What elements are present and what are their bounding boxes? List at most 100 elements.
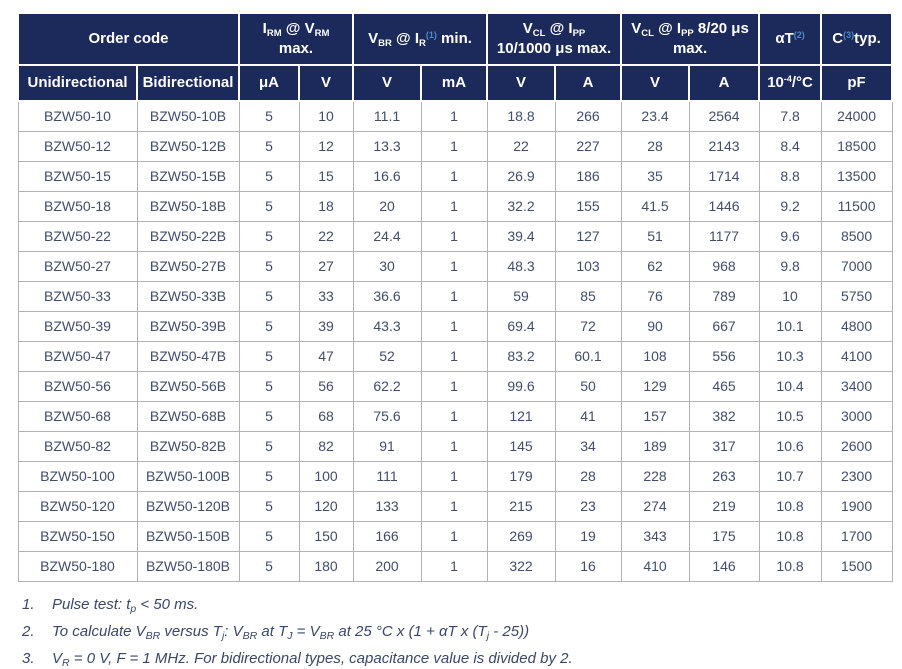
table-cell: 1 bbox=[420, 340, 488, 372]
table-cell: 1 bbox=[420, 550, 488, 582]
table-cell: 32.2 bbox=[486, 190, 556, 222]
table-row: BZW50-150 BZW50-150B 5 150 166 1 269 19 343 175 10… bbox=[17, 520, 893, 552]
bidirectional-part-number: BZW50-27B bbox=[136, 250, 240, 282]
footnote-text: Pulse test: tp < 50 ms. bbox=[52, 595, 199, 615]
table-cell: 215 bbox=[486, 490, 556, 522]
table-header: Order code IRM @ VRM max. VBR @ IR(1) min. V… bbox=[17, 12, 894, 102]
table-row: BZW50-15 BZW50-15B 5 15 16.6 1 26.9 186 35 1714 8.… bbox=[17, 160, 893, 192]
header-unit-v-br: V bbox=[352, 64, 423, 102]
bidirectional-part-number: BZW50-10B bbox=[136, 100, 240, 132]
table-cell: 5 bbox=[238, 190, 300, 222]
table-cell: 146 bbox=[688, 550, 760, 582]
table-row: BZW50-56 BZW50-56B 5 56 62.2 1 99.6 50 129 465 10.… bbox=[17, 370, 893, 402]
table-cell: 269 bbox=[486, 520, 556, 552]
table-row: BZW50-47 BZW50-47B 5 47 52 1 83.2 60.1 108 556 10.… bbox=[17, 340, 893, 372]
unidirectional-part-number: BZW50-15 bbox=[17, 160, 138, 192]
unidirectional-part-number: BZW50-18 bbox=[17, 190, 138, 222]
table-cell: 52 bbox=[352, 340, 422, 372]
header-unit-e-4-per-c: 10-4/°C bbox=[758, 64, 823, 102]
table-cell: 83.2 bbox=[486, 340, 556, 372]
table-cell: 2300 bbox=[820, 460, 893, 492]
table-cell: 34 bbox=[554, 430, 622, 462]
table-cell: 23 bbox=[554, 490, 622, 522]
table-cell: 13500 bbox=[820, 160, 893, 192]
table-cell: 4100 bbox=[820, 340, 893, 372]
bidirectional-part-number: BZW50-12B bbox=[136, 130, 240, 162]
header-c-typ: C(3)typ. bbox=[820, 12, 894, 66]
unidirectional-part-number: BZW50-68 bbox=[17, 400, 138, 432]
table-cell: 23.4 bbox=[620, 100, 690, 132]
table-cell: 5 bbox=[238, 370, 300, 402]
footnote-text: VR = 0 V, F = 1 MHz. For bidirectional t… bbox=[52, 649, 573, 669]
table-cell: 99.6 bbox=[486, 370, 556, 402]
header-unit-v-cl-2: V bbox=[620, 64, 691, 102]
bidirectional-part-number: BZW50-22B bbox=[136, 220, 240, 252]
table-cell: 219 bbox=[688, 490, 760, 522]
header-irm-at-vrm-max: IRM @ VRM max. bbox=[237, 12, 355, 66]
table-cell: 13.3 bbox=[352, 130, 422, 162]
bidirectional-part-number: BZW50-33B bbox=[136, 280, 240, 312]
table-cell: 27 bbox=[298, 250, 354, 282]
table-cell: 50 bbox=[554, 370, 622, 402]
table-cell: 1 bbox=[420, 220, 488, 252]
table-cell: 69.4 bbox=[486, 310, 556, 342]
table-cell: 60.1 bbox=[554, 340, 622, 372]
table-cell: 968 bbox=[688, 250, 760, 282]
table-row: BZW50-82 BZW50-82B 5 82 91 1 145 34 189 317 10.6 26… bbox=[17, 430, 893, 462]
table-cell: 2600 bbox=[820, 430, 893, 462]
table-cell: 1714 bbox=[688, 160, 760, 192]
table-cell: 1 bbox=[420, 190, 488, 222]
table-cell: 2143 bbox=[688, 130, 760, 162]
table-cell: 18 bbox=[298, 190, 354, 222]
table-cell: 5 bbox=[238, 310, 300, 342]
table-cell: 19 bbox=[554, 520, 622, 552]
table-cell: 322 bbox=[486, 550, 556, 582]
table-cell: 189 bbox=[620, 430, 690, 462]
table-cell: 10.5 bbox=[758, 400, 822, 432]
table-cell: 10.8 bbox=[758, 550, 822, 582]
table-cell: 556 bbox=[688, 340, 760, 372]
footnote-number: 3. bbox=[22, 649, 35, 667]
table-cell: 39 bbox=[298, 310, 354, 342]
table-cell: 35 bbox=[620, 160, 690, 192]
table-row: BZW50-10 BZW50-10B 5 10 11.1 1 18.8 266 23.4 2564… bbox=[17, 100, 893, 132]
table-cell: 9.8 bbox=[758, 250, 822, 282]
table-cell: 179 bbox=[486, 460, 556, 492]
table-cell: 22 bbox=[486, 130, 556, 162]
table-cell: 1900 bbox=[820, 490, 893, 522]
table-row: BZW50-18 BZW50-18B 5 18 20 1 32.2 155 41.5 1446 9.… bbox=[17, 190, 893, 222]
table-cell: 1 bbox=[420, 280, 488, 312]
table-cell: 10.8 bbox=[758, 490, 822, 522]
table-cell: 465 bbox=[688, 370, 760, 402]
unidirectional-part-number: BZW50-56 bbox=[17, 370, 138, 402]
table-cell: 5 bbox=[238, 250, 300, 282]
bidirectional-part-number: BZW50-18B bbox=[136, 190, 240, 222]
table-cell: 30 bbox=[352, 250, 422, 282]
table-cell: 5 bbox=[238, 520, 300, 552]
unidirectional-part-number: BZW50-180 bbox=[17, 550, 138, 582]
table-cell: 72 bbox=[554, 310, 622, 342]
header-unit-unidirectional: Unidirectional bbox=[17, 64, 138, 102]
table-cell: 5 bbox=[238, 400, 300, 432]
table-cell: 33 bbox=[298, 280, 354, 312]
table-cell: 5 bbox=[238, 430, 300, 462]
bidirectional-part-number: BZW50-100B bbox=[136, 460, 240, 492]
table-cell: 1 bbox=[420, 400, 488, 432]
table-cell: 263 bbox=[688, 460, 760, 492]
electrical-characteristics-table: Order code IRM @ VRM max. VBR @ IR(1) min. V… bbox=[17, 12, 894, 582]
table-cell: 343 bbox=[620, 520, 690, 552]
header-unit-pf: pF bbox=[820, 64, 894, 102]
table-cell: 36.6 bbox=[352, 280, 422, 312]
table-row: BZW50-33 BZW50-33B 5 33 36.6 1 59 85 76 789 10 5750 bbox=[17, 280, 893, 312]
table-cell: 157 bbox=[620, 400, 690, 432]
table-cell: 145 bbox=[486, 430, 556, 462]
header-unit-v-rm: V bbox=[297, 64, 355, 102]
table-cell: 62.2 bbox=[352, 370, 422, 402]
header-unit-v-cl-1: V bbox=[486, 64, 557, 102]
table-cell: 10.4 bbox=[758, 370, 822, 402]
table-cell: 76 bbox=[620, 280, 690, 312]
unidirectional-part-number: BZW50-100 bbox=[17, 460, 138, 492]
table-cell: 7.8 bbox=[758, 100, 822, 132]
unidirectional-part-number: BZW50-39 bbox=[17, 310, 138, 342]
header-vcl-at-ipp-10-1000us-max: VCL @ IPP 10/1000 μs max. bbox=[486, 12, 623, 66]
